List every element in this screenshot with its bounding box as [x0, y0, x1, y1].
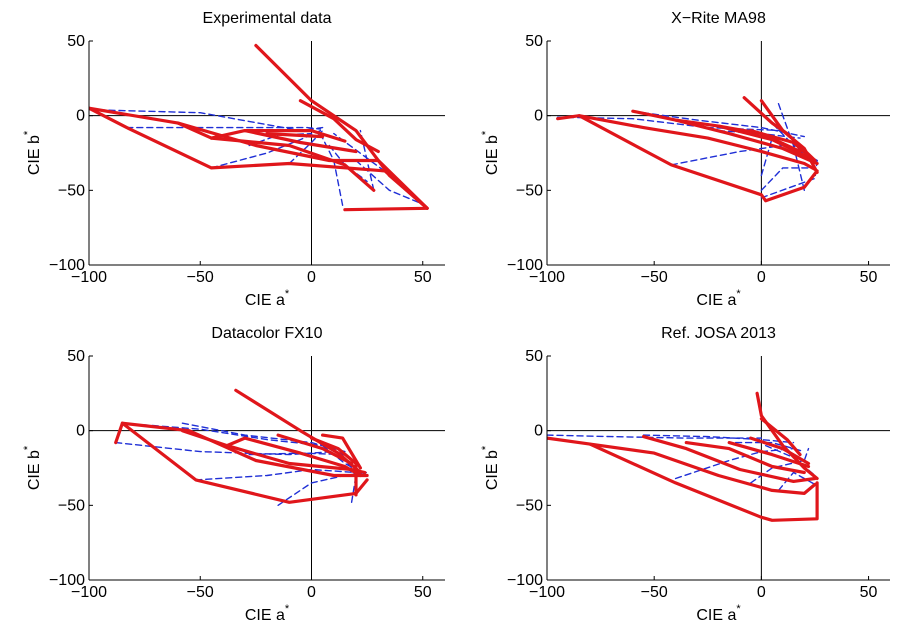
x-tick-label: 0 — [757, 584, 766, 601]
dashed-blue-line-7 — [771, 122, 805, 192]
data-lines — [89, 43, 429, 212]
chart-panel-3: −100 −50 0 50 −100 −50 0 50 Datacolor FX10 CIE a*… — [22, 325, 445, 624]
x-tick-label: 50 — [860, 584, 878, 601]
solid-red-line-7 — [309, 436, 358, 497]
y-tick-label: 50 — [67, 348, 85, 365]
x-axis-label: CIE a* — [245, 288, 290, 309]
dashed-blue-line-5 — [734, 441, 805, 453]
y-tick-label: 0 — [76, 423, 85, 440]
solid-red-line-4 — [209, 129, 358, 154]
y-tick-label: −50 — [516, 182, 543, 199]
solid-red-line-2 — [120, 421, 369, 478]
y-tick-label: −100 — [49, 257, 85, 274]
x-tick-label: −50 — [187, 269, 214, 286]
solid-red-line-6 — [755, 391, 819, 481]
data-lines — [556, 96, 819, 203]
solid-red-line-3 — [641, 435, 817, 483]
x-axis-label: CIE a* — [696, 288, 741, 309]
y-tick-label: −100 — [507, 572, 543, 589]
x-tick-label: 0 — [307, 584, 316, 601]
x-tick-label: 0 — [307, 269, 316, 286]
chart-panel-2: −100 −50 0 50 −100 −50 0 50 X−Rite MA98 CIE a* CIE… — [480, 10, 890, 309]
x-tick-label: −100 — [529, 584, 565, 601]
chart-title: Ref. JOSA 2013 — [661, 325, 776, 342]
chart-title: X−Rite MA98 — [671, 10, 766, 27]
solid-red-line-8 — [749, 129, 813, 160]
y-axis-label-superscript: * — [22, 130, 34, 135]
dashed-blue-line-2 — [642, 434, 795, 444]
solid-red-line-6 — [298, 99, 380, 154]
x-tick-label: −100 — [529, 269, 565, 286]
x-axis-label-superscript: * — [285, 288, 290, 300]
data-lines — [547, 391, 819, 522]
dashed-blue-line-1 — [557, 116, 784, 132]
y-axis-label-superscript: * — [480, 445, 492, 450]
x-axis-label-superscript: * — [736, 603, 741, 615]
solid-red-line-4 — [225, 436, 362, 478]
y-axis-label-superscript: * — [22, 445, 34, 450]
x-axis-label: CIE a* — [245, 603, 290, 624]
solid-red-line-8 — [265, 132, 325, 139]
x-tick-label: −100 — [71, 269, 107, 286]
solid-red-line-7 — [243, 129, 347, 143]
x-tick-label: 50 — [414, 584, 432, 601]
solid-red-line-2 — [588, 442, 817, 495]
solid-red-line-2 — [577, 114, 817, 171]
x-tick-label: 50 — [414, 269, 432, 286]
solid-red-line-4 — [684, 441, 806, 475]
x-tick-label: −50 — [187, 584, 214, 601]
solid-red-line-3 — [631, 109, 819, 166]
y-tick-label: −100 — [507, 257, 543, 274]
y-axis-label: CIE b* — [480, 445, 501, 490]
x-tick-label: 0 — [757, 269, 766, 286]
y-tick-label: 0 — [534, 423, 543, 440]
dashed-blue-line-4 — [760, 167, 816, 192]
solid-red-line-1 — [114, 421, 369, 504]
chart-title: Datacolor FX10 — [211, 325, 322, 342]
x-axis-label: CIE a* — [696, 603, 741, 624]
chart-panel-4: −100 −50 0 50 −100 −50 0 50 Ref. JOSA 2013 CIE a*… — [480, 325, 890, 624]
x-tick-label: 50 — [860, 269, 878, 286]
solid-red-line-5 — [727, 441, 811, 469]
solid-red-line-2 — [89, 106, 429, 210]
x-tick-label: −50 — [641, 269, 668, 286]
y-tick-label: 0 — [534, 108, 543, 125]
dashed-blue-line-3 — [181, 422, 346, 453]
solid-red-line-5 — [254, 43, 429, 210]
x-axis-label-superscript: * — [285, 603, 290, 615]
solid-red-line-8 — [749, 436, 811, 466]
solid-red-line-7 — [759, 417, 802, 457]
solid-red-line-7 — [759, 99, 819, 174]
chart-panel-1: −100 −50 0 50 −100 −50 0 50 Experimental data CIE… — [22, 10, 445, 309]
dashed-blue-line-3 — [674, 447, 795, 480]
x-tick-label: −50 — [641, 584, 668, 601]
y-tick-label: −100 — [49, 572, 85, 589]
x-tick-label: −100 — [71, 584, 107, 601]
solid-red-line-3 — [176, 121, 376, 192]
y-tick-label: −50 — [58, 497, 85, 514]
solid-red-line-6 — [276, 433, 354, 466]
y-axis-label: CIE b* — [22, 130, 43, 175]
data-lines — [114, 388, 369, 506]
dashed-blue-line-4 — [195, 468, 357, 481]
y-axis-label-superscript: * — [480, 130, 492, 135]
y-tick-label: −50 — [516, 497, 543, 514]
chart-title: Experimental data — [203, 10, 332, 27]
y-tick-label: 50 — [525, 348, 543, 365]
y-axis-label: CIE b* — [22, 445, 43, 490]
solid-red-line-8 — [321, 433, 362, 470]
y-tick-label: 50 — [67, 33, 85, 50]
y-tick-label: 0 — [76, 108, 85, 125]
dashed-blue-line-2 — [121, 422, 324, 447]
x-axis-label-superscript: * — [736, 288, 741, 300]
y-tick-label: −50 — [58, 182, 85, 199]
y-tick-label: 50 — [525, 33, 543, 50]
y-axis-label: CIE b* — [480, 130, 501, 175]
